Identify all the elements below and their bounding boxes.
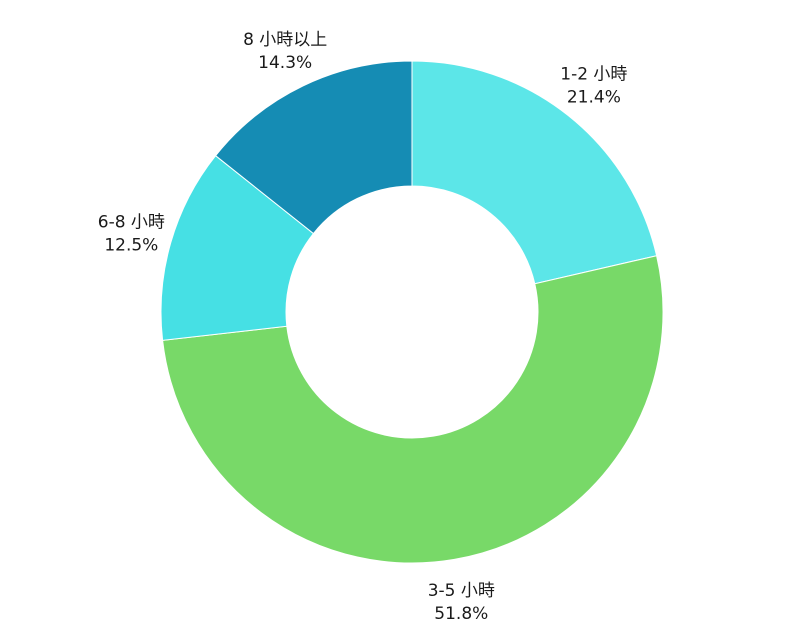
- slice-category-label: 6-8 小時: [98, 212, 165, 232]
- slice-category-label: 3-5 小時: [428, 581, 495, 601]
- slice-percent-label: 14.3%: [258, 53, 312, 73]
- slice-category-label: 1-2 小時: [560, 65, 627, 85]
- slice-percent-label: 12.5%: [104, 235, 158, 255]
- donut-slice: [162, 255, 664, 564]
- donut-slices: [160, 60, 664, 564]
- donut-slice: [214, 60, 413, 235]
- slice-category-label: 8 小時以上: [243, 30, 327, 50]
- slice-labels: 1-2 小時 21.4% 3-5 小時 51.8% 6-8 小時 12.5% 8 小時以上 1…: [98, 30, 628, 624]
- slice-percent-label: 21.4%: [567, 88, 621, 108]
- slice-percent-label: 51.8%: [434, 604, 488, 624]
- donut-slice: [411, 60, 658, 285]
